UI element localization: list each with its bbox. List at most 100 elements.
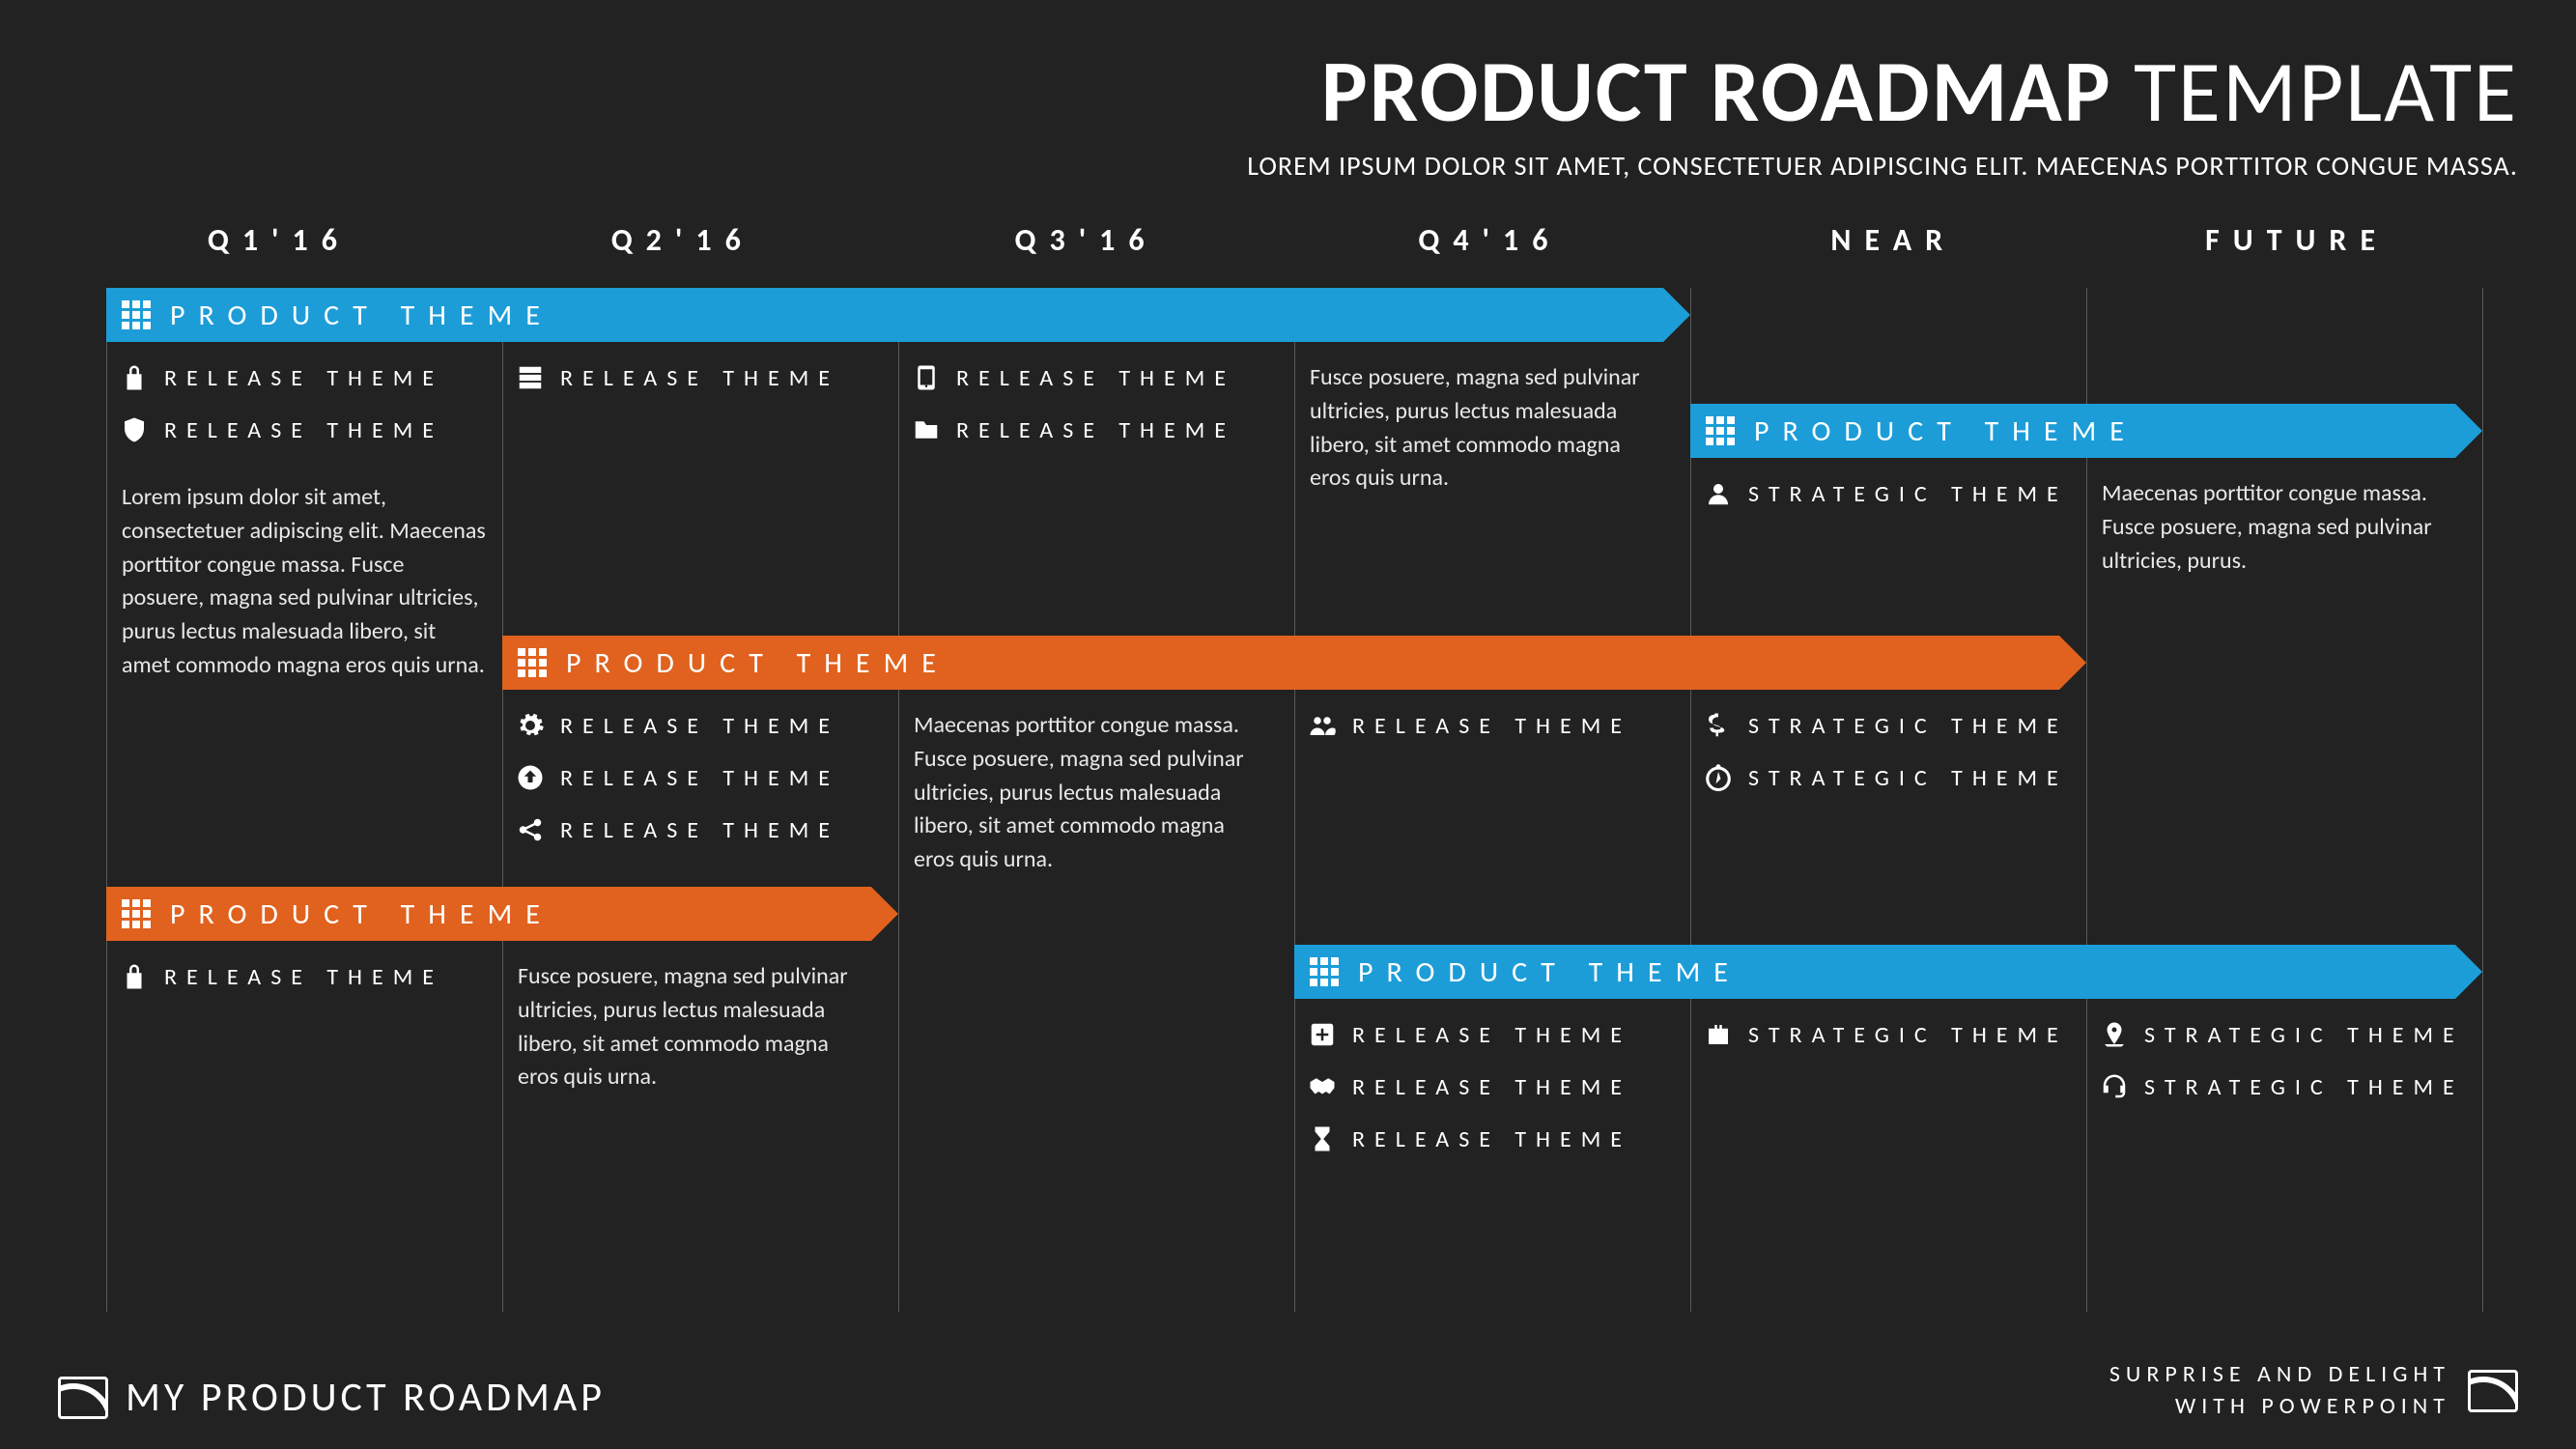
product-theme-bar: PRODUCT THEME bbox=[106, 887, 871, 941]
roadmap-item: RELEASE THEME bbox=[118, 413, 443, 446]
product-theme-bar: PRODUCT THEME bbox=[502, 636, 2059, 690]
item-label: STRATEGIC THEME bbox=[1748, 1021, 2068, 1049]
roadmap-item: RELEASE THEME bbox=[1306, 1070, 1631, 1103]
grid-icon bbox=[1310, 957, 1339, 986]
user-icon bbox=[1702, 477, 1735, 510]
grid-divider bbox=[502, 288, 503, 1312]
grid-divider bbox=[2482, 288, 2483, 1312]
roadmap-item: STRATEGIC THEME bbox=[2098, 1070, 2464, 1103]
users-icon bbox=[1306, 709, 1339, 742]
footer-tagline: SURPRISE AND DELIGHT WITH POWERPOINT bbox=[2109, 1359, 2450, 1422]
body-text: Maecenas porttitor congue massa. Fusce p… bbox=[2102, 477, 2449, 578]
slide: PRODUCT ROADMAP TEMPLATE LOREM IPSUM DOL… bbox=[0, 0, 2576, 1449]
item-label: RELEASE THEME bbox=[164, 364, 443, 392]
shield-icon bbox=[118, 413, 151, 446]
roadmap-item: STRATEGIC THEME bbox=[1702, 761, 2068, 794]
footer-right: SURPRISE AND DELIGHT WITH POWERPOINT bbox=[2109, 1359, 2518, 1422]
compass-icon bbox=[1702, 761, 1735, 794]
item-label: RELEASE THEME bbox=[1352, 1125, 1631, 1153]
grid-divider bbox=[898, 288, 899, 1312]
item-label: RELEASE THEME bbox=[956, 364, 1235, 392]
column-label: FUTURE bbox=[2095, 221, 2499, 259]
roadmap-item: STRATEGIC THEME bbox=[2098, 1018, 2464, 1051]
item-label: STRATEGIC THEME bbox=[2144, 1073, 2464, 1101]
footer-tag-line1: SURPRISE AND DELIGHT bbox=[2109, 1359, 2450, 1390]
roadmap-item: RELEASE THEME bbox=[118, 361, 443, 394]
item-label: RELEASE THEME bbox=[164, 963, 443, 991]
logo-icon bbox=[2468, 1370, 2518, 1412]
body-text: Fusce posuere, magna sed pulvinar ultric… bbox=[518, 960, 865, 1094]
title-block: PRODUCT ROADMAP TEMPLATE LOREM IPSUM DOL… bbox=[58, 39, 2518, 183]
product-theme-bar: PRODUCT THEME bbox=[1294, 945, 2455, 999]
column-label: Q4'16 bbox=[1288, 221, 1692, 259]
item-label: RELEASE THEME bbox=[1352, 1021, 1631, 1049]
handshake-icon bbox=[1306, 1070, 1339, 1103]
briefcase-icon bbox=[1702, 1018, 1735, 1051]
item-label: STRATEGIC THEME bbox=[1748, 712, 2068, 740]
folder-icon bbox=[910, 413, 943, 446]
item-label: STRATEGIC THEME bbox=[1748, 480, 2068, 508]
column-label: Q2'16 bbox=[481, 221, 885, 259]
subtitle: LOREM IPSUM DOLOR SIT AMET, CONSECTETUER… bbox=[58, 149, 2518, 183]
product-theme-bar: PRODUCT THEME bbox=[106, 288, 1663, 342]
item-label: RELEASE THEME bbox=[560, 712, 839, 740]
lock-icon bbox=[118, 960, 151, 993]
logo-icon bbox=[58, 1377, 108, 1419]
roadmap-item: RELEASE THEME bbox=[910, 413, 1235, 446]
grid-icon bbox=[518, 648, 547, 677]
body-text: Fusce posuere, magna sed pulvinar ultric… bbox=[1310, 361, 1657, 496]
main-title: PRODUCT ROADMAP TEMPLATE bbox=[58, 39, 2518, 145]
roadmap-item: RELEASE THEME bbox=[514, 761, 839, 794]
body-text: Maecenas porttitor congue massa. Fusce p… bbox=[914, 709, 1261, 877]
item-label: STRATEGIC THEME bbox=[1748, 764, 2068, 792]
item-label: RELEASE THEME bbox=[164, 416, 443, 444]
title-bold: PRODUCT ROADMAP bbox=[1321, 39, 2112, 145]
column-label: Q1'16 bbox=[77, 221, 481, 259]
roadmap-item: RELEASE THEME bbox=[1306, 709, 1631, 742]
roadmap-item: STRATEGIC THEME bbox=[1702, 477, 2068, 510]
roadmap-item: STRATEGIC THEME bbox=[1702, 709, 2068, 742]
dollar-icon bbox=[1702, 709, 1735, 742]
grid-divider bbox=[1294, 288, 1295, 1312]
plus-icon bbox=[1306, 1018, 1339, 1051]
roadmap-item: RELEASE THEME bbox=[514, 709, 839, 742]
roadmap-item: STRATEGIC THEME bbox=[1702, 1018, 2068, 1051]
grid-icon bbox=[122, 300, 151, 329]
grid-icon bbox=[122, 899, 151, 928]
footer-tag-line2: WITH POWERPOINT bbox=[2109, 1391, 2450, 1422]
phone-icon bbox=[910, 361, 943, 394]
item-label: RELEASE THEME bbox=[560, 764, 839, 792]
hourglass-icon bbox=[1306, 1122, 1339, 1155]
column-label: NEAR bbox=[1691, 221, 2095, 259]
product-theme-bar: PRODUCT THEME bbox=[1690, 404, 2455, 458]
theme-label: PRODUCT THEME bbox=[1358, 954, 1741, 990]
title-thin: TEMPLATE bbox=[2134, 39, 2518, 145]
theme-label: PRODUCT THEME bbox=[1754, 413, 2137, 449]
footer-left: MY PRODUCT ROADMAP bbox=[58, 1373, 606, 1422]
theme-label: PRODUCT THEME bbox=[170, 298, 553, 333]
share-icon bbox=[514, 813, 547, 846]
mappin-icon bbox=[2098, 1018, 2131, 1051]
item-label: RELEASE THEME bbox=[560, 816, 839, 844]
theme-label: PRODUCT THEME bbox=[170, 896, 553, 932]
roadmap-item: RELEASE THEME bbox=[514, 813, 839, 846]
roadmap-grid: PRODUCT THEME PRODUCT THEME PRODUCT THEME P… bbox=[58, 288, 2518, 1293]
roadmap-item: RELEASE THEME bbox=[118, 960, 443, 993]
roadmap-item: RELEASE THEME bbox=[514, 361, 839, 394]
server-icon bbox=[514, 361, 547, 394]
footer-brand: MY PRODUCT ROADMAP bbox=[126, 1373, 606, 1422]
upload-icon bbox=[514, 761, 547, 794]
grid-divider bbox=[106, 288, 107, 1312]
lock-icon bbox=[118, 361, 151, 394]
roadmap-item: RELEASE THEME bbox=[1306, 1122, 1631, 1155]
item-label: STRATEGIC THEME bbox=[2144, 1021, 2464, 1049]
gear-icon bbox=[514, 709, 547, 742]
item-label: RELEASE THEME bbox=[1352, 1073, 1631, 1101]
roadmap-item: RELEASE THEME bbox=[910, 361, 1235, 394]
grid-icon bbox=[1706, 416, 1735, 445]
footer: MY PRODUCT ROADMAP SURPRISE AND DELIGHT … bbox=[58, 1359, 2518, 1422]
theme-label: PRODUCT THEME bbox=[566, 645, 949, 681]
columns-header: Q1'16Q2'16Q3'16Q4'16NEARFUTURE bbox=[58, 221, 2518, 259]
item-label: RELEASE THEME bbox=[956, 416, 1235, 444]
roadmap-item: RELEASE THEME bbox=[1306, 1018, 1631, 1051]
